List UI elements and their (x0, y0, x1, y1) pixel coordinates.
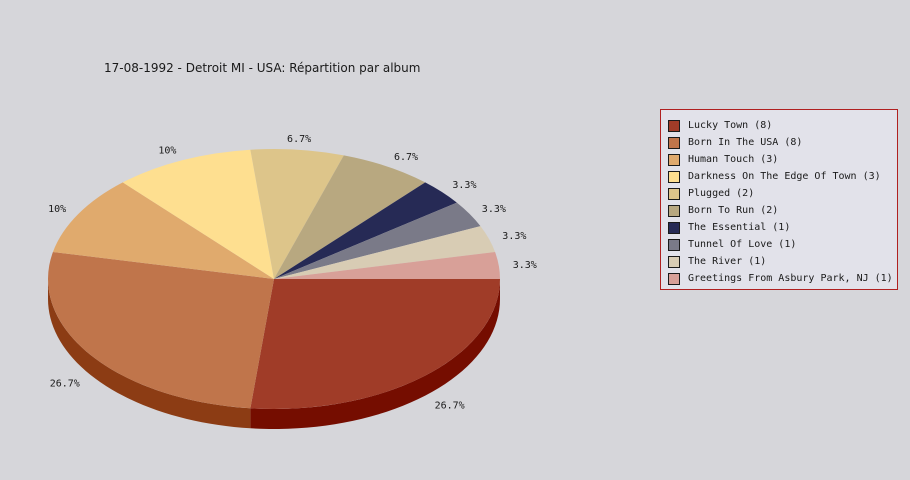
legend-item: Plugged (2) (668, 185, 897, 202)
legend-swatch (668, 119, 680, 132)
pie-slice-side-1 (250, 279, 500, 429)
legend-item: Human Touch (3) (668, 151, 897, 168)
pie-slice-label-4: 10% (158, 145, 176, 156)
legend-item: Greetings From Asbury Park, NJ (1) (668, 270, 897, 287)
pie-slice-3 (52, 182, 274, 279)
legend-swatch (668, 221, 680, 234)
legend-label: Human Touch (3) (688, 154, 779, 165)
legend-item: Born In The USA (8) (668, 134, 897, 151)
legend-swatch (668, 136, 680, 149)
legend-label: Tunnel Of Love (1) (688, 239, 797, 250)
pie-slice-5 (250, 148, 344, 279)
legend-item: The Essential (1) (668, 219, 897, 236)
legend-item: Tunnel Of Love (1) (668, 236, 897, 253)
legend-swatch (668, 187, 680, 200)
pie-slice-10 (274, 251, 500, 279)
pie-slice-label-7: 3.3% (452, 180, 476, 191)
pie-slice-label-9: 3.3% (502, 231, 526, 242)
pie-slice-6 (274, 155, 426, 279)
legend-label: Born In The USA (8) (688, 137, 803, 148)
legend-swatch (668, 153, 680, 166)
legend: Lucky Town (8) Born In The USA (8) Human T… (660, 109, 898, 290)
legend-label: Plugged (2) (688, 188, 755, 199)
chart-title: 17-08-1992 - Detroit MI - USA: Répartiti… (104, 61, 421, 75)
pie-slice-label-8: 3.3% (482, 204, 506, 215)
legend-swatch (668, 170, 680, 183)
pie-slice-side-2 (48, 279, 251, 429)
pie-slice-2 (48, 251, 275, 409)
legend-item: Darkness On The Edge Of Town (3) (668, 168, 897, 185)
legend-swatch (668, 255, 680, 268)
legend-label: Greetings From Asbury Park, NJ (1) (688, 273, 893, 284)
legend-label: Born To Run (2) (688, 205, 779, 216)
pie-slice-label-1: 26.7% (435, 401, 465, 412)
pie-slice-7 (274, 182, 457, 279)
pie-slice-label-3: 10% (48, 204, 66, 215)
pie-slice-label-6: 6.7% (394, 152, 418, 163)
pie-slice-label-10: 3.3% (513, 260, 537, 271)
legend-item: Born To Run (2) (668, 202, 897, 219)
legend-swatch (668, 272, 680, 285)
legend-label: Darkness On The Edge Of Town (3) (688, 171, 881, 182)
legend-swatch (668, 238, 680, 251)
legend-label: Lucky Town (8) (688, 120, 773, 131)
pie-slice-9 (274, 226, 496, 279)
pie-slice-8 (274, 202, 481, 279)
legend-swatch (668, 204, 680, 217)
pie-slice-label-2: 26.7% (50, 379, 80, 390)
legend-label: The River (1) (688, 256, 767, 267)
legend-item: The River (1) (668, 253, 897, 270)
pie-slice-4 (122, 149, 274, 279)
legend-label: The Essential (1) (688, 222, 791, 233)
legend-item: Lucky Town (8) (668, 117, 897, 134)
pie-slice-label-5: 6.7% (287, 134, 311, 145)
pie-slice-1 (250, 279, 500, 410)
